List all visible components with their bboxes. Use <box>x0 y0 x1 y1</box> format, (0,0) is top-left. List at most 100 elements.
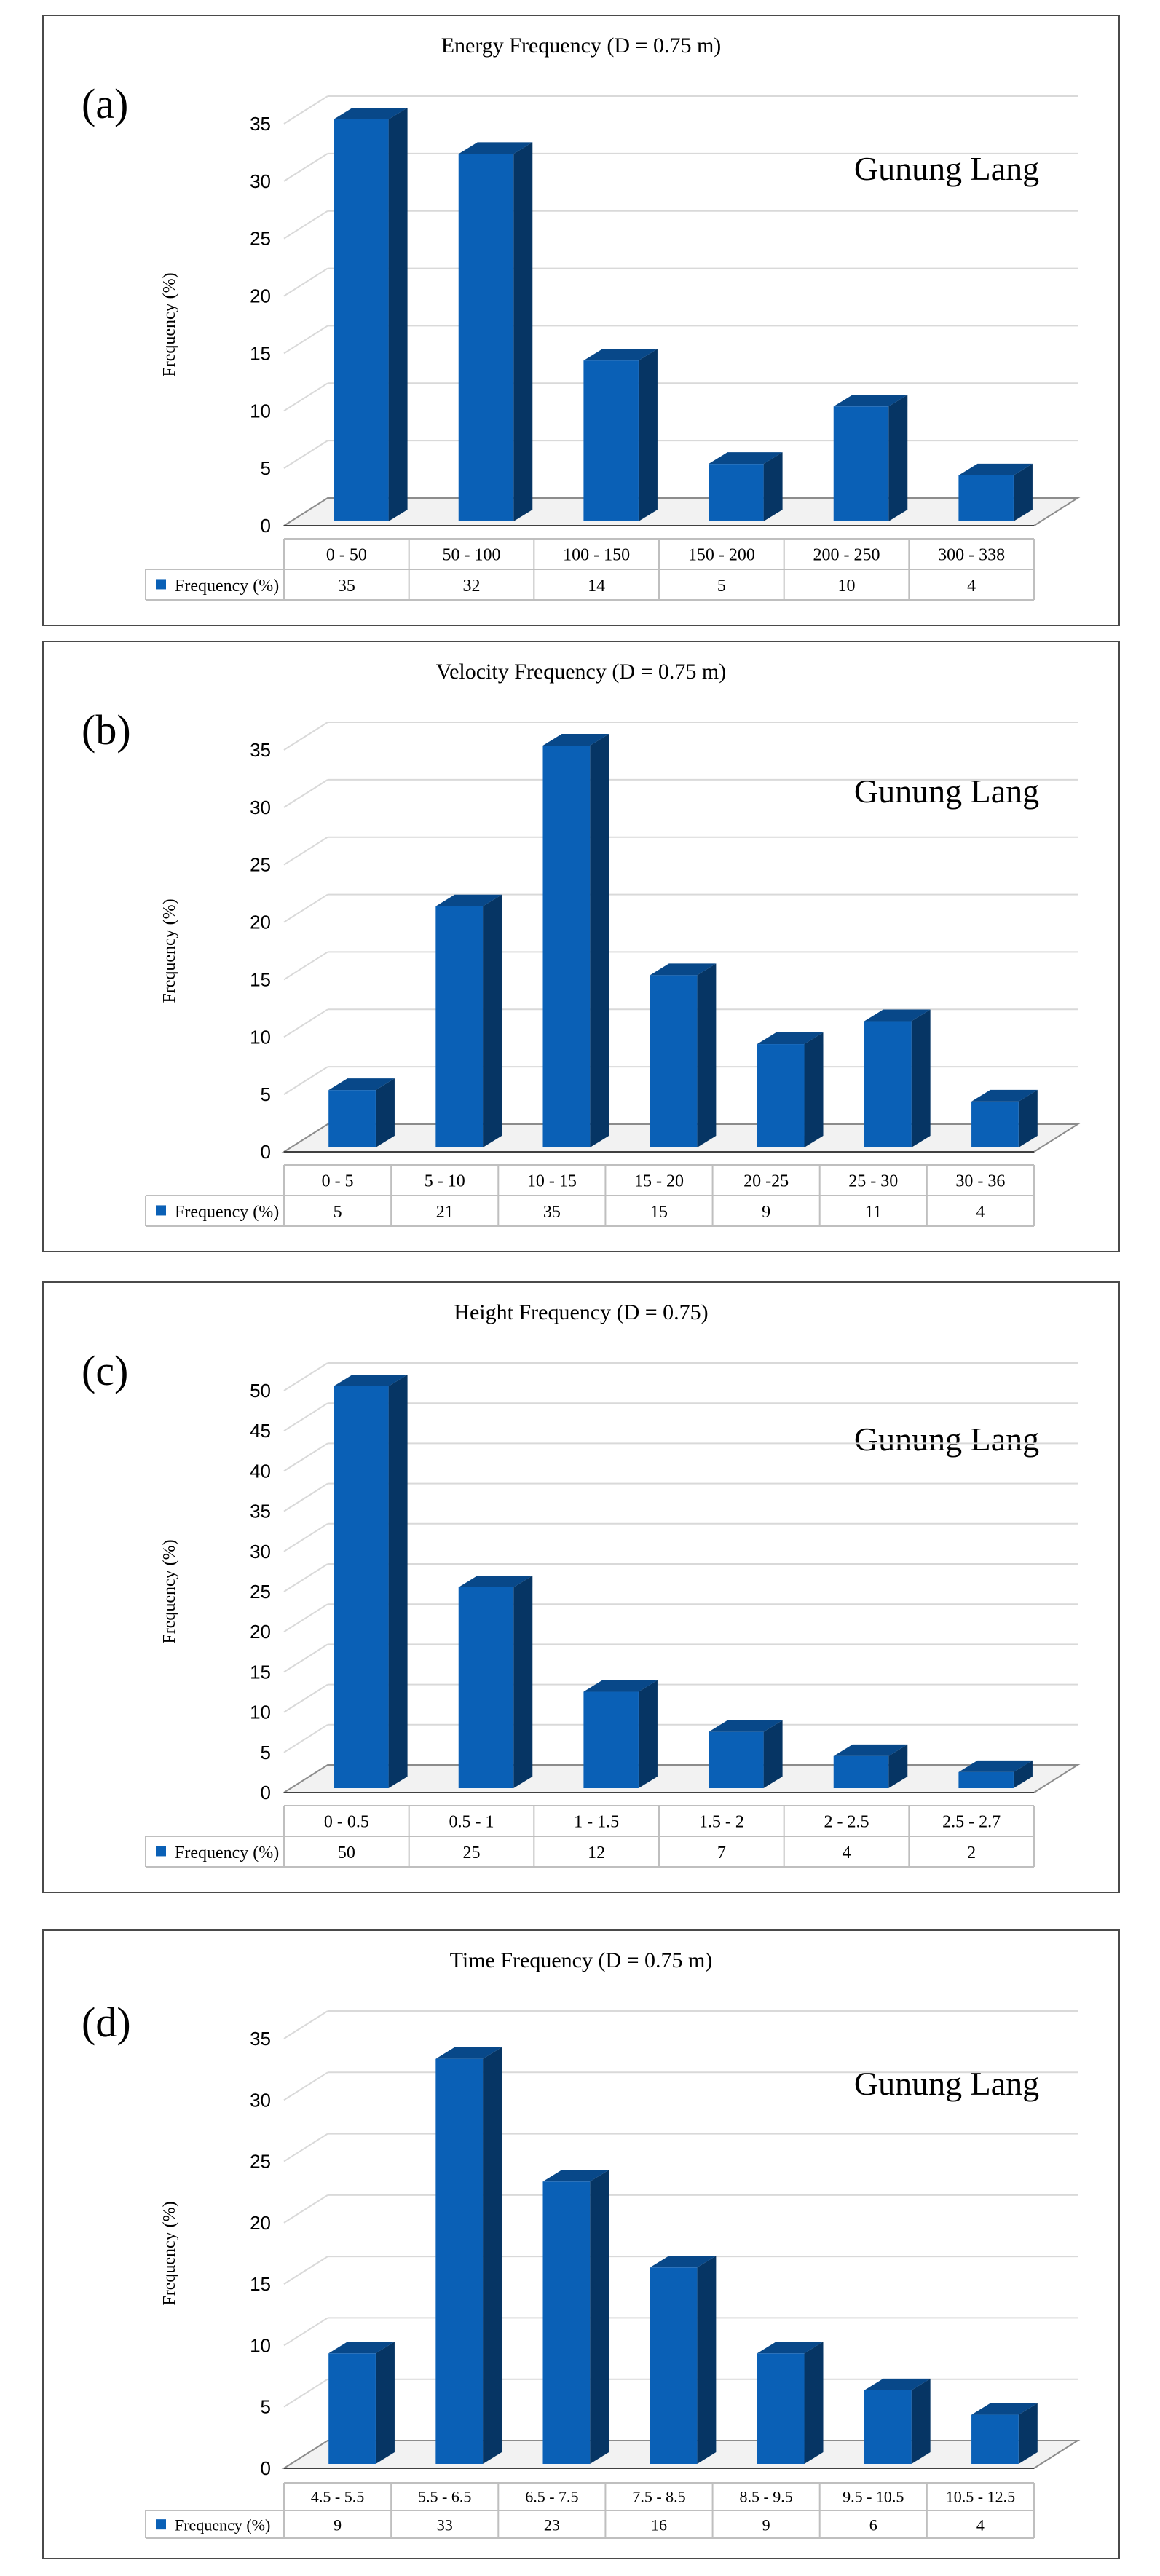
height-gridline-side <box>283 1522 328 1552</box>
height-gridline-side <box>283 1643 328 1673</box>
height-bar-front <box>833 1755 889 1788</box>
time-bar-top <box>971 2403 1038 2415</box>
energy-x-tick-label: 50 - 100 <box>443 545 501 564</box>
time-bar <box>757 2342 824 2464</box>
time-y-tick-label: 0 <box>261 2457 271 2479</box>
chart-panel-height: Height Frequency (D = 0.75) (c) Gunung Lan… <box>42 1281 1120 1893</box>
height-gridline-side <box>283 1683 328 1713</box>
height-bar <box>334 1375 408 1788</box>
height-bar <box>833 1744 908 1788</box>
velocity-data-label: 11 <box>865 1203 882 1222</box>
energy-y-tick-label: 25 <box>250 228 271 250</box>
height-bar-top <box>334 1375 408 1386</box>
height-data-label: 50 <box>338 1844 355 1862</box>
height-bar-side <box>888 1744 908 1788</box>
velocity-bar-front <box>435 906 484 1147</box>
energy-bar <box>334 108 408 521</box>
energy-bar-front <box>334 119 389 521</box>
energy-y-axis-label: Frequency (%) <box>160 272 179 376</box>
height-panel-label: (c) <box>82 1347 128 1394</box>
time-bar <box>971 2403 1038 2464</box>
velocity-bar-side <box>483 894 502 1147</box>
energy-frequency-chart: Energy Frequency (D = 0.75 m) (a) Gunung L… <box>82 33 1081 601</box>
velocity-x-tick-label: 15 - 20 <box>634 1172 684 1190</box>
velocity-bar-front <box>757 1044 805 1147</box>
energy-data-label: 35 <box>338 577 355 596</box>
velocity-x-tick-label: 30 - 36 <box>955 1172 1005 1190</box>
velocity-bar-front <box>328 1090 376 1147</box>
energy-data-label: 4 <box>967 577 976 596</box>
time-x-tick-label: 9.5 - 10.5 <box>843 2488 904 2506</box>
height-chart-title: Height Frequency (D = 0.75) <box>454 1300 708 1324</box>
time-y-tick-label: 20 <box>250 2212 271 2234</box>
velocity-legend-label: Frequency (%) <box>175 1203 279 1222</box>
height-gridline-side <box>283 1362 328 1391</box>
height-gridline-side <box>283 1482 328 1512</box>
velocity-bar <box>542 734 609 1147</box>
height-bar <box>958 1760 1033 1788</box>
velocity-y-tick-label: 20 <box>250 912 271 933</box>
height-bar-side <box>638 1680 658 1788</box>
energy-bar-side <box>1013 463 1033 521</box>
time-bar-top <box>864 2378 931 2390</box>
energy-bar <box>833 395 908 521</box>
energy-bar-top <box>583 349 658 361</box>
velocity-y-tick-label: 5 <box>261 1083 271 1105</box>
time-bar-side <box>483 2047 502 2464</box>
energy-bar-front <box>458 154 514 522</box>
height-bar-front <box>458 1587 514 1788</box>
height-annotation: Gunung Lang <box>854 1421 1039 1458</box>
energy-y-tick-label: 20 <box>250 285 271 307</box>
time-gridline-side <box>283 2378 328 2408</box>
energy-legend-swatch <box>156 579 166 590</box>
time-bar-top <box>328 2342 395 2354</box>
height-y-tick-label: 5 <box>261 1742 271 1763</box>
velocity-data-label: 35 <box>543 1203 561 1222</box>
velocity-data-label: 9 <box>762 1203 770 1222</box>
time-y-axis-label: Frequency (%) <box>160 2201 179 2305</box>
time-bar-top <box>435 2047 502 2059</box>
energy-bar <box>458 142 533 522</box>
velocity-data-label: 5 <box>334 1203 342 1222</box>
height-y-tick-label: 10 <box>250 1702 271 1723</box>
energy-panel-label: (a) <box>82 80 128 127</box>
height-frequency-chart: Height Frequency (D = 0.75) (c) Gunung Lan… <box>82 1300 1081 1868</box>
energy-y-tick-label: 15 <box>250 342 271 364</box>
velocity-bar-top <box>757 1032 824 1045</box>
time-bar-front <box>757 2353 805 2464</box>
velocity-bar-side <box>911 1009 931 1147</box>
velocity-annotation: Gunung Lang <box>854 773 1039 810</box>
height-data-label: 25 <box>463 1844 481 1862</box>
energy-gridline-side <box>283 95 328 125</box>
time-y-tick-label: 15 <box>250 2273 271 2295</box>
velocity-bar-top <box>328 1078 395 1091</box>
height-y-tick-label: 35 <box>250 1501 271 1522</box>
time-y-tick-label: 35 <box>250 2028 271 2050</box>
velocity-data-label: 21 <box>436 1203 454 1222</box>
energy-bar <box>958 463 1033 521</box>
time-bar-top <box>650 2256 717 2268</box>
energy-gridline-side <box>283 210 328 240</box>
time-x-tick-label: 6.5 - 7.5 <box>525 2488 578 2506</box>
time-gridline-side <box>283 2256 328 2285</box>
energy-bar-side <box>888 395 908 521</box>
time-data-label: 4 <box>976 2516 985 2534</box>
time-bar <box>542 2170 609 2464</box>
time-bar-side <box>911 2378 931 2464</box>
energy-gridline-side <box>283 267 328 297</box>
time-panel-label: (d) <box>82 1999 131 2046</box>
height-x-tick-label: 2 - 2.5 <box>824 1812 869 1831</box>
chart-panel-energy: Energy Frequency (D = 0.75 m) (a) Gunung L… <box>42 15 1120 626</box>
energy-bar-top <box>334 108 408 119</box>
energy-bar-side <box>763 452 783 521</box>
time-y-tick-label: 10 <box>250 2334 271 2356</box>
energy-gridline-side <box>283 440 328 469</box>
energy-x-tick-label: 0 - 50 <box>326 545 367 564</box>
time-bar <box>650 2256 717 2464</box>
time-bar-side <box>1018 2403 1038 2464</box>
height-data-label: 2 <box>967 1844 976 1862</box>
velocity-y-tick-label: 35 <box>250 739 271 761</box>
velocity-y-tick-label: 25 <box>250 854 271 876</box>
velocity-bar-top <box>650 963 717 976</box>
height-data-label: 7 <box>717 1844 726 1862</box>
